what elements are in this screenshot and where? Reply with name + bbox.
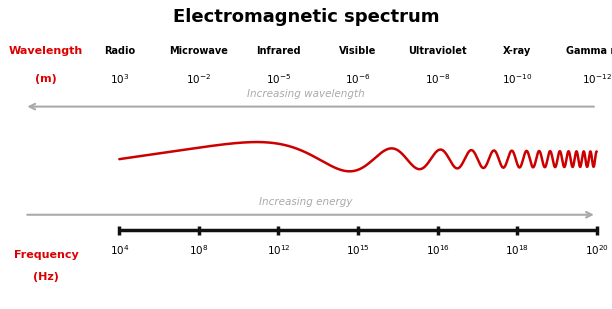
Text: Visible: Visible bbox=[339, 46, 377, 56]
Text: $10^{-6}$: $10^{-6}$ bbox=[345, 72, 371, 86]
Text: $10^{15}$: $10^{15}$ bbox=[346, 243, 370, 257]
Text: Radio: Radio bbox=[104, 46, 135, 56]
Text: $10^{-2}$: $10^{-2}$ bbox=[186, 72, 212, 86]
Text: (Hz): (Hz) bbox=[33, 272, 59, 281]
Text: $10^{-8}$: $10^{-8}$ bbox=[425, 72, 450, 86]
Text: Electromagnetic spectrum: Electromagnetic spectrum bbox=[173, 8, 439, 26]
Text: $10^{20}$: $10^{20}$ bbox=[584, 243, 609, 257]
Text: $10^{-5}$: $10^{-5}$ bbox=[266, 72, 291, 86]
Text: $10^{-12}$: $10^{-12}$ bbox=[582, 72, 611, 86]
Text: $10^{3}$: $10^{3}$ bbox=[110, 72, 129, 86]
Text: $10^{-10}$: $10^{-10}$ bbox=[502, 72, 532, 86]
Text: Frequency: Frequency bbox=[13, 250, 78, 260]
Text: Gamma ray: Gamma ray bbox=[565, 46, 612, 56]
Text: $10^{4}$: $10^{4}$ bbox=[110, 243, 129, 257]
Text: Ultraviolet: Ultraviolet bbox=[408, 46, 467, 56]
Text: (m): (m) bbox=[35, 74, 57, 84]
Text: $10^{16}$: $10^{16}$ bbox=[425, 243, 450, 257]
Text: $10^{18}$: $10^{18}$ bbox=[505, 243, 529, 257]
Text: Wavelength: Wavelength bbox=[9, 46, 83, 56]
Text: $10^{8}$: $10^{8}$ bbox=[189, 243, 209, 257]
Text: X-ray: X-ray bbox=[503, 46, 531, 56]
Text: Increasing energy: Increasing energy bbox=[259, 197, 353, 207]
Text: $10^{12}$: $10^{12}$ bbox=[267, 243, 290, 257]
Text: Infrared: Infrared bbox=[256, 46, 300, 56]
Text: Increasing wavelength: Increasing wavelength bbox=[247, 89, 365, 99]
Text: Microwave: Microwave bbox=[170, 46, 228, 56]
